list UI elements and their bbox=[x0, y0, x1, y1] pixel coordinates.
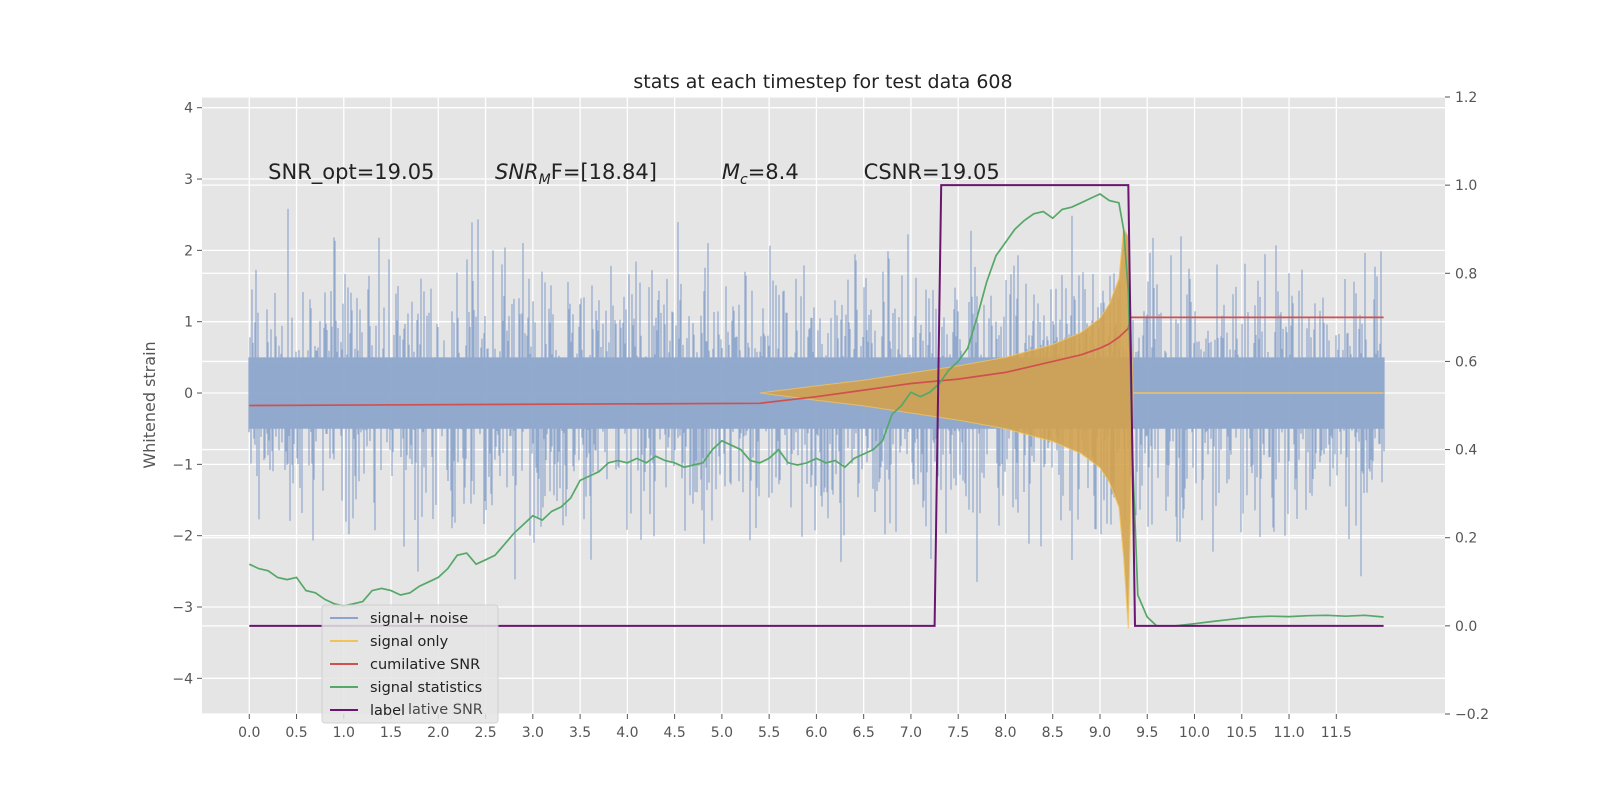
x-axis-ticks: 0.0 0.5 1.0 1.5 2.0 2.5 3.0 3.5 4.0 4.5 5.0 5.5 6.0 6… bbox=[238, 714, 1352, 741]
x-tick-label: 6.5 bbox=[853, 725, 875, 741]
y2-axis-ticks: 1.2 1.0 0.8 0.6 0.4 0.2 0.0 −0.2 bbox=[1445, 90, 1489, 723]
x-tick-label: 4.0 bbox=[616, 725, 638, 741]
annotations: SNR_opt=19.05 SNRMF=[18.84] Mc=8.4 CSNR=19.… bbox=[268, 160, 1000, 188]
x-tick-label: 1.0 bbox=[333, 725, 355, 741]
y-tick-label: 4 bbox=[184, 101, 193, 117]
annotation: SNRMF=[18.84] bbox=[495, 160, 657, 188]
legend-label: label bbox=[370, 703, 405, 719]
y-axis-title: Whitened strain bbox=[140, 341, 159, 468]
annotation-tail: F=[18.84] bbox=[551, 160, 657, 184]
y2-tick-label: 1.2 bbox=[1455, 90, 1477, 106]
annotation-main: M bbox=[722, 160, 740, 184]
y-tick-label: −1 bbox=[172, 457, 193, 473]
x-tick-label: 5.5 bbox=[758, 725, 780, 741]
y-tick-label: 0 bbox=[184, 386, 193, 402]
x-tick-label: 7.0 bbox=[900, 725, 922, 741]
annotation: Mc=8.4 bbox=[722, 160, 799, 188]
y2-tick-label: 0.4 bbox=[1455, 443, 1477, 459]
y2-tick-label: 0.6 bbox=[1455, 354, 1477, 370]
y2-tick-label: 1.0 bbox=[1455, 178, 1477, 194]
legend: lative SNR signal+ noise signal only cumila… bbox=[321, 604, 499, 724]
annotation-sub: c bbox=[740, 172, 748, 188]
x-tick-label: 8.0 bbox=[994, 725, 1016, 741]
y2-tick-label: 0.2 bbox=[1455, 531, 1477, 547]
x-tick-label: 8.5 bbox=[1042, 725, 1064, 741]
x-tick-label: 10.5 bbox=[1226, 725, 1257, 741]
line-series bbox=[248, 184, 1384, 627]
signal-only-series bbox=[759, 227, 1384, 629]
x-tick-label: 9.0 bbox=[1089, 725, 1111, 741]
y-tick-label: 3 bbox=[184, 172, 193, 188]
signal-statistics-line bbox=[248, 193, 1384, 627]
annotation-tail: =8.4 bbox=[748, 160, 799, 184]
x-tick-label: 3.5 bbox=[569, 725, 591, 741]
y-tick-label: −3 bbox=[172, 600, 193, 616]
annotation: CSNR=19.05 bbox=[864, 160, 1000, 184]
y-tick-label: −2 bbox=[172, 529, 193, 545]
legend-ghost-text: lative SNR bbox=[408, 702, 483, 718]
x-tick-label: 5.0 bbox=[711, 725, 733, 741]
annotation: SNR_opt=19.05 bbox=[268, 160, 434, 185]
x-tick-label: 9.5 bbox=[1136, 725, 1158, 741]
y2-tick-label: 0.8 bbox=[1455, 266, 1477, 282]
x-tick-label: 3.0 bbox=[522, 725, 544, 741]
x-tick-label: 1.5 bbox=[380, 725, 402, 741]
y2-tick-label: −0.2 bbox=[1455, 707, 1489, 723]
y-tick-label: −4 bbox=[172, 671, 193, 687]
x-tick-label: 7.5 bbox=[947, 725, 969, 741]
legend-label: signal statistics bbox=[370, 680, 482, 696]
y-axis-ticks: 4 3 2 1 0 −1 −2 −3 −4 bbox=[172, 101, 202, 687]
label-line bbox=[249, 184, 1384, 627]
legend-label: cumilative SNR bbox=[370, 657, 480, 673]
legend-label: signal+ noise bbox=[370, 611, 468, 627]
x-tick-label: 0.0 bbox=[238, 725, 260, 741]
legend-label: signal only bbox=[370, 634, 449, 650]
x-tick-label: 2.5 bbox=[474, 725, 496, 741]
annotation-sub: M bbox=[539, 172, 551, 188]
x-tick-label: 2.0 bbox=[427, 725, 449, 741]
cumilative-snr-line bbox=[249, 316, 1384, 407]
y2-tick-label: 0.0 bbox=[1455, 619, 1477, 635]
annotation-main: SNR bbox=[495, 160, 539, 184]
x-tick-label: 10.0 bbox=[1179, 725, 1210, 741]
legend-box bbox=[321, 604, 499, 724]
x-tick-label: 11.5 bbox=[1321, 725, 1352, 741]
x-tick-label: 4.5 bbox=[663, 725, 685, 741]
x-tick-label: 0.5 bbox=[285, 725, 307, 741]
y-tick-label: 2 bbox=[184, 243, 193, 259]
chart-title: stats at each timestep for test data 608 bbox=[633, 71, 1012, 93]
x-tick-label: 6.0 bbox=[805, 725, 827, 741]
x-tick-label: 11.0 bbox=[1273, 725, 1304, 741]
y-tick-label: 1 bbox=[184, 315, 193, 331]
